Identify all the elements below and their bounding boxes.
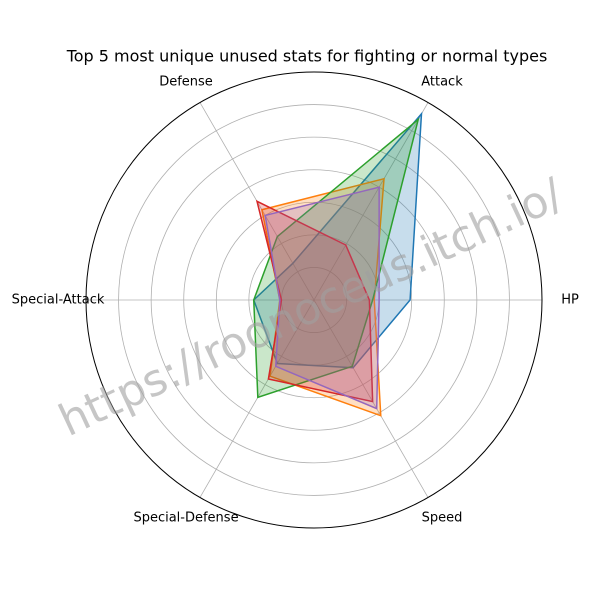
series-area [264, 186, 380, 410]
chart-title: Top 5 most unique unused stats for fight… [66, 47, 548, 66]
category-label: Special-Attack [12, 293, 105, 308]
category-label: HP [561, 293, 579, 308]
category-label: Special-Defense [133, 511, 238, 526]
outer-frame [85, 71, 543, 529]
axis-spoke [199, 299, 315, 498]
category-label: Attack [421, 74, 463, 89]
category-label: Defense [159, 74, 213, 89]
category-label: Speed [422, 511, 463, 526]
series-area [252, 117, 420, 399]
axis-spoke [313, 102, 429, 301]
axis-spoke [313, 299, 429, 498]
series-area [255, 199, 374, 403]
